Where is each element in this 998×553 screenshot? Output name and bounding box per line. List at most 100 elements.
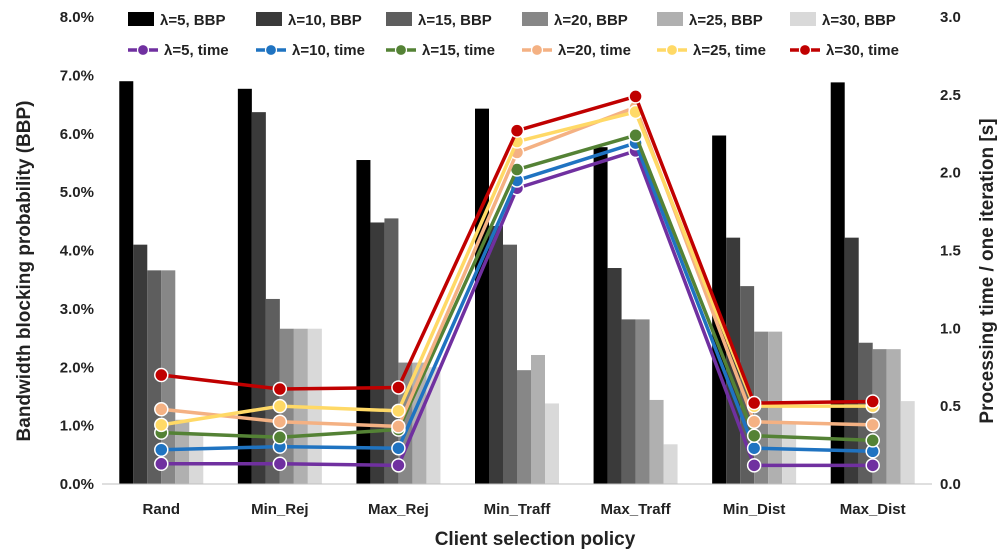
y-axis-title: Bandwidth blocking probability (BBP) xyxy=(14,101,35,442)
legend-marker xyxy=(667,45,678,56)
bar-5-min-dist xyxy=(782,423,796,484)
legend-swatch xyxy=(256,12,282,26)
y2-tick-label: 0.0 xyxy=(940,476,961,493)
time-marker-5-6 xyxy=(866,395,879,408)
y-tick-label: 3.0% xyxy=(60,301,94,318)
time-marker-2-5 xyxy=(748,429,761,442)
legend: λ=5, BBP λ=10, BBP λ=15, BBP λ=20, BBP λ=25,… xyxy=(128,12,899,59)
legend-marker xyxy=(800,45,811,56)
legend-label: λ=25, BBP xyxy=(689,12,763,29)
legend-label: λ=30, time xyxy=(826,42,899,59)
legend-label: λ=30, BBP xyxy=(822,12,896,29)
bar-0-max-rej xyxy=(356,160,370,484)
y-tick-label: 2.0% xyxy=(60,359,94,376)
time-marker-5-2 xyxy=(392,381,405,394)
legend-item-bbp-3: λ=20, BBP xyxy=(522,12,628,29)
y2-tick-label: 1.0 xyxy=(940,320,961,337)
bar-2-min-traff xyxy=(503,245,517,484)
legend-label: λ=5, time xyxy=(164,42,229,59)
time-marker-5-5 xyxy=(748,397,761,410)
legend-marker xyxy=(396,45,407,56)
legend-marker xyxy=(266,45,277,56)
time-marker-2-1 xyxy=(273,431,286,444)
bar-5-max-dist xyxy=(901,401,915,484)
legend-label: λ=25, time xyxy=(693,42,766,59)
legend-label: λ=20, time xyxy=(558,42,631,59)
legend-item-bbp-4: λ=25, BBP xyxy=(657,12,763,29)
time-marker-2-4 xyxy=(629,129,642,142)
time-marker-4-2 xyxy=(392,404,405,417)
y2-tick-label: 2.5 xyxy=(940,87,961,104)
x-tick-label: Min_Dist xyxy=(723,501,786,518)
bar-5-max-traff xyxy=(664,444,678,484)
y-tick-label: 8.0% xyxy=(60,9,94,26)
bar-1-min-traff xyxy=(489,226,503,484)
x-tick-label: Max_Dist xyxy=(840,501,906,518)
y-tick-label: 1.0% xyxy=(60,418,94,435)
legend-swatch xyxy=(386,12,412,26)
x-tick-label: Min_Rej xyxy=(251,501,309,518)
time-marker-3-1 xyxy=(273,415,286,428)
y2-tick-label: 1.5 xyxy=(940,243,961,260)
legend-item-time-0: λ=5, time xyxy=(128,42,229,59)
legend-item-time-5: λ=30, time xyxy=(790,42,899,59)
legend-marker xyxy=(138,45,149,56)
time-marker-3-2 xyxy=(392,420,405,433)
legend-item-bbp-2: λ=15, BBP xyxy=(386,12,492,29)
legend-item-time-1: λ=10, time xyxy=(256,42,365,59)
y2-tick-label: 3.0 xyxy=(940,9,961,26)
bar-1-min-rej xyxy=(252,112,266,484)
bar-4-rand xyxy=(175,420,189,484)
x-tick-label: Min_Traff xyxy=(484,501,552,518)
legend-swatch xyxy=(790,12,816,26)
y-tick-label: 7.0% xyxy=(60,67,94,84)
time-marker-3-5 xyxy=(748,415,761,428)
bar-4-max-dist xyxy=(887,349,901,484)
y2-tick-label: 2.0 xyxy=(940,165,961,182)
x-tick-label: Rand xyxy=(143,501,181,518)
legend-label: λ=20, BBP xyxy=(554,12,628,29)
y-tick-label: 4.0% xyxy=(60,243,94,260)
bar-1-max-rej xyxy=(370,222,384,484)
bar-0-rand xyxy=(119,81,133,484)
time-marker-5-1 xyxy=(273,383,286,396)
time-marker-3-6 xyxy=(866,418,879,431)
bar-0-min-traff xyxy=(475,109,489,484)
time-marker-4-0 xyxy=(155,418,168,431)
legend-marker xyxy=(532,45,543,56)
bar-4-min-traff xyxy=(531,355,545,484)
time-marker-0-2 xyxy=(392,459,405,472)
bar-5-rand xyxy=(189,434,203,484)
bar-1-max-dist xyxy=(845,238,859,484)
time-marker-1-5 xyxy=(748,442,761,455)
x-axis-title: Client selection policy xyxy=(435,529,636,550)
legend-item-time-3: λ=20, time xyxy=(522,42,631,59)
legend-label: λ=10, BBP xyxy=(288,12,362,29)
legend-item-time-2: λ=15, time xyxy=(386,42,495,59)
bar-0-min-rej xyxy=(238,89,252,484)
y-tick-label: 6.0% xyxy=(60,126,94,143)
bar-2-max-traff xyxy=(622,319,636,484)
bar-3-max-traff xyxy=(636,319,650,484)
time-marker-5-3 xyxy=(511,124,524,137)
y2-tick-label: 0.5 xyxy=(940,398,961,415)
legend-item-time-4: λ=25, time xyxy=(657,42,766,59)
time-marker-1-0 xyxy=(155,443,168,456)
x-tick-label: Max_Rej xyxy=(368,501,429,518)
bar-3-min-traff xyxy=(517,370,531,484)
legend-swatch xyxy=(522,12,548,26)
y-tick-label: 0.0% xyxy=(60,476,94,493)
legend-label: λ=5, BBP xyxy=(160,12,225,29)
legend-label: λ=15, BBP xyxy=(418,12,492,29)
time-marker-0-5 xyxy=(748,459,761,472)
bar-0-max-traff xyxy=(594,147,608,484)
bar-1-max-traff xyxy=(608,268,622,484)
time-marker-0-0 xyxy=(155,457,168,470)
bar-1-rand xyxy=(133,245,147,484)
legend-swatch xyxy=(657,12,683,26)
time-marker-5-0 xyxy=(155,369,168,382)
bar-4-max-traff xyxy=(650,400,664,484)
time-marker-1-2 xyxy=(392,442,405,455)
x-tick-label: Max_Traff xyxy=(601,501,672,518)
